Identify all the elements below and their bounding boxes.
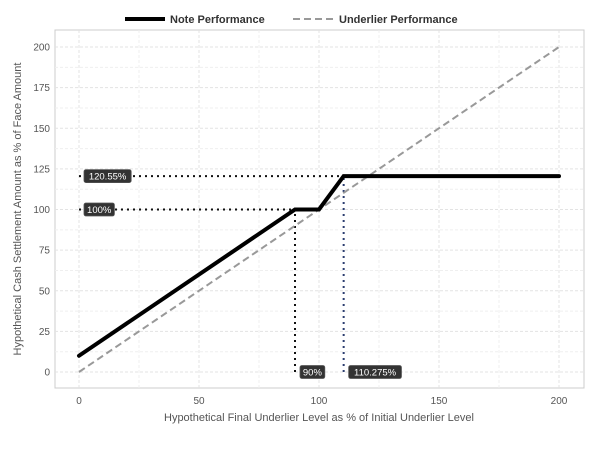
y-tick-label: 50 <box>39 286 51 297</box>
y-axis-ticks: 0 25 50 75 100 125 150 175 200 <box>33 43 50 379</box>
y-tick-label: 75 <box>39 246 51 257</box>
annotation-labels: 120.55% 100% 90% 110.275% <box>83 169 402 379</box>
annotation-label: 110.275% <box>348 365 402 379</box>
annotation-label-text: 120.55% <box>89 172 127 183</box>
annotation-label: 120.55% <box>83 169 132 184</box>
y-axis-title: Hypothetical Cash Settlement Amount as %… <box>12 63 24 356</box>
legend-label-note: Note Performance <box>170 14 265 26</box>
x-tick-label: 0 <box>76 396 82 407</box>
x-tick-label: 50 <box>193 396 205 407</box>
x-axis-ticks: 0 50 100 150 200 <box>76 396 568 407</box>
grid <box>55 30 584 388</box>
annotation-label: 90% <box>299 365 326 379</box>
x-tick-label: 150 <box>431 396 448 407</box>
annotation-label-box <box>83 202 115 217</box>
y-tick-label: 200 <box>33 43 50 54</box>
x-tick-label: 200 <box>551 396 568 407</box>
series-line-note-performance <box>77 174 561 358</box>
annotation-label-box <box>299 365 326 379</box>
annotation-label-text: 100% <box>87 205 112 216</box>
y-tick-label: 100 <box>33 205 50 216</box>
y-tick-label: 150 <box>33 124 50 135</box>
x-axis-title: Hypothetical Final Underlier Level as % … <box>164 412 474 424</box>
annotation-label-text: 110.275% <box>354 368 397 379</box>
series-lines <box>77 46 561 373</box>
y-tick-label: 25 <box>39 327 51 338</box>
x-tick-label: 100 <box>311 396 328 407</box>
y-tick-label: 175 <box>33 83 50 94</box>
annotation-label: 100% <box>83 202 115 217</box>
legend-label-underlier: Underlier Performance <box>339 14 458 26</box>
annotation-lines <box>79 175 345 372</box>
annotation-label-box <box>348 365 402 379</box>
annotation-label-text: 90% <box>303 368 323 379</box>
annotation-label-box <box>83 169 132 184</box>
y-tick-label: 125 <box>33 164 50 175</box>
legend: Note Performance Underlier Performance <box>125 14 458 26</box>
y-tick-label: 0 <box>44 368 50 379</box>
